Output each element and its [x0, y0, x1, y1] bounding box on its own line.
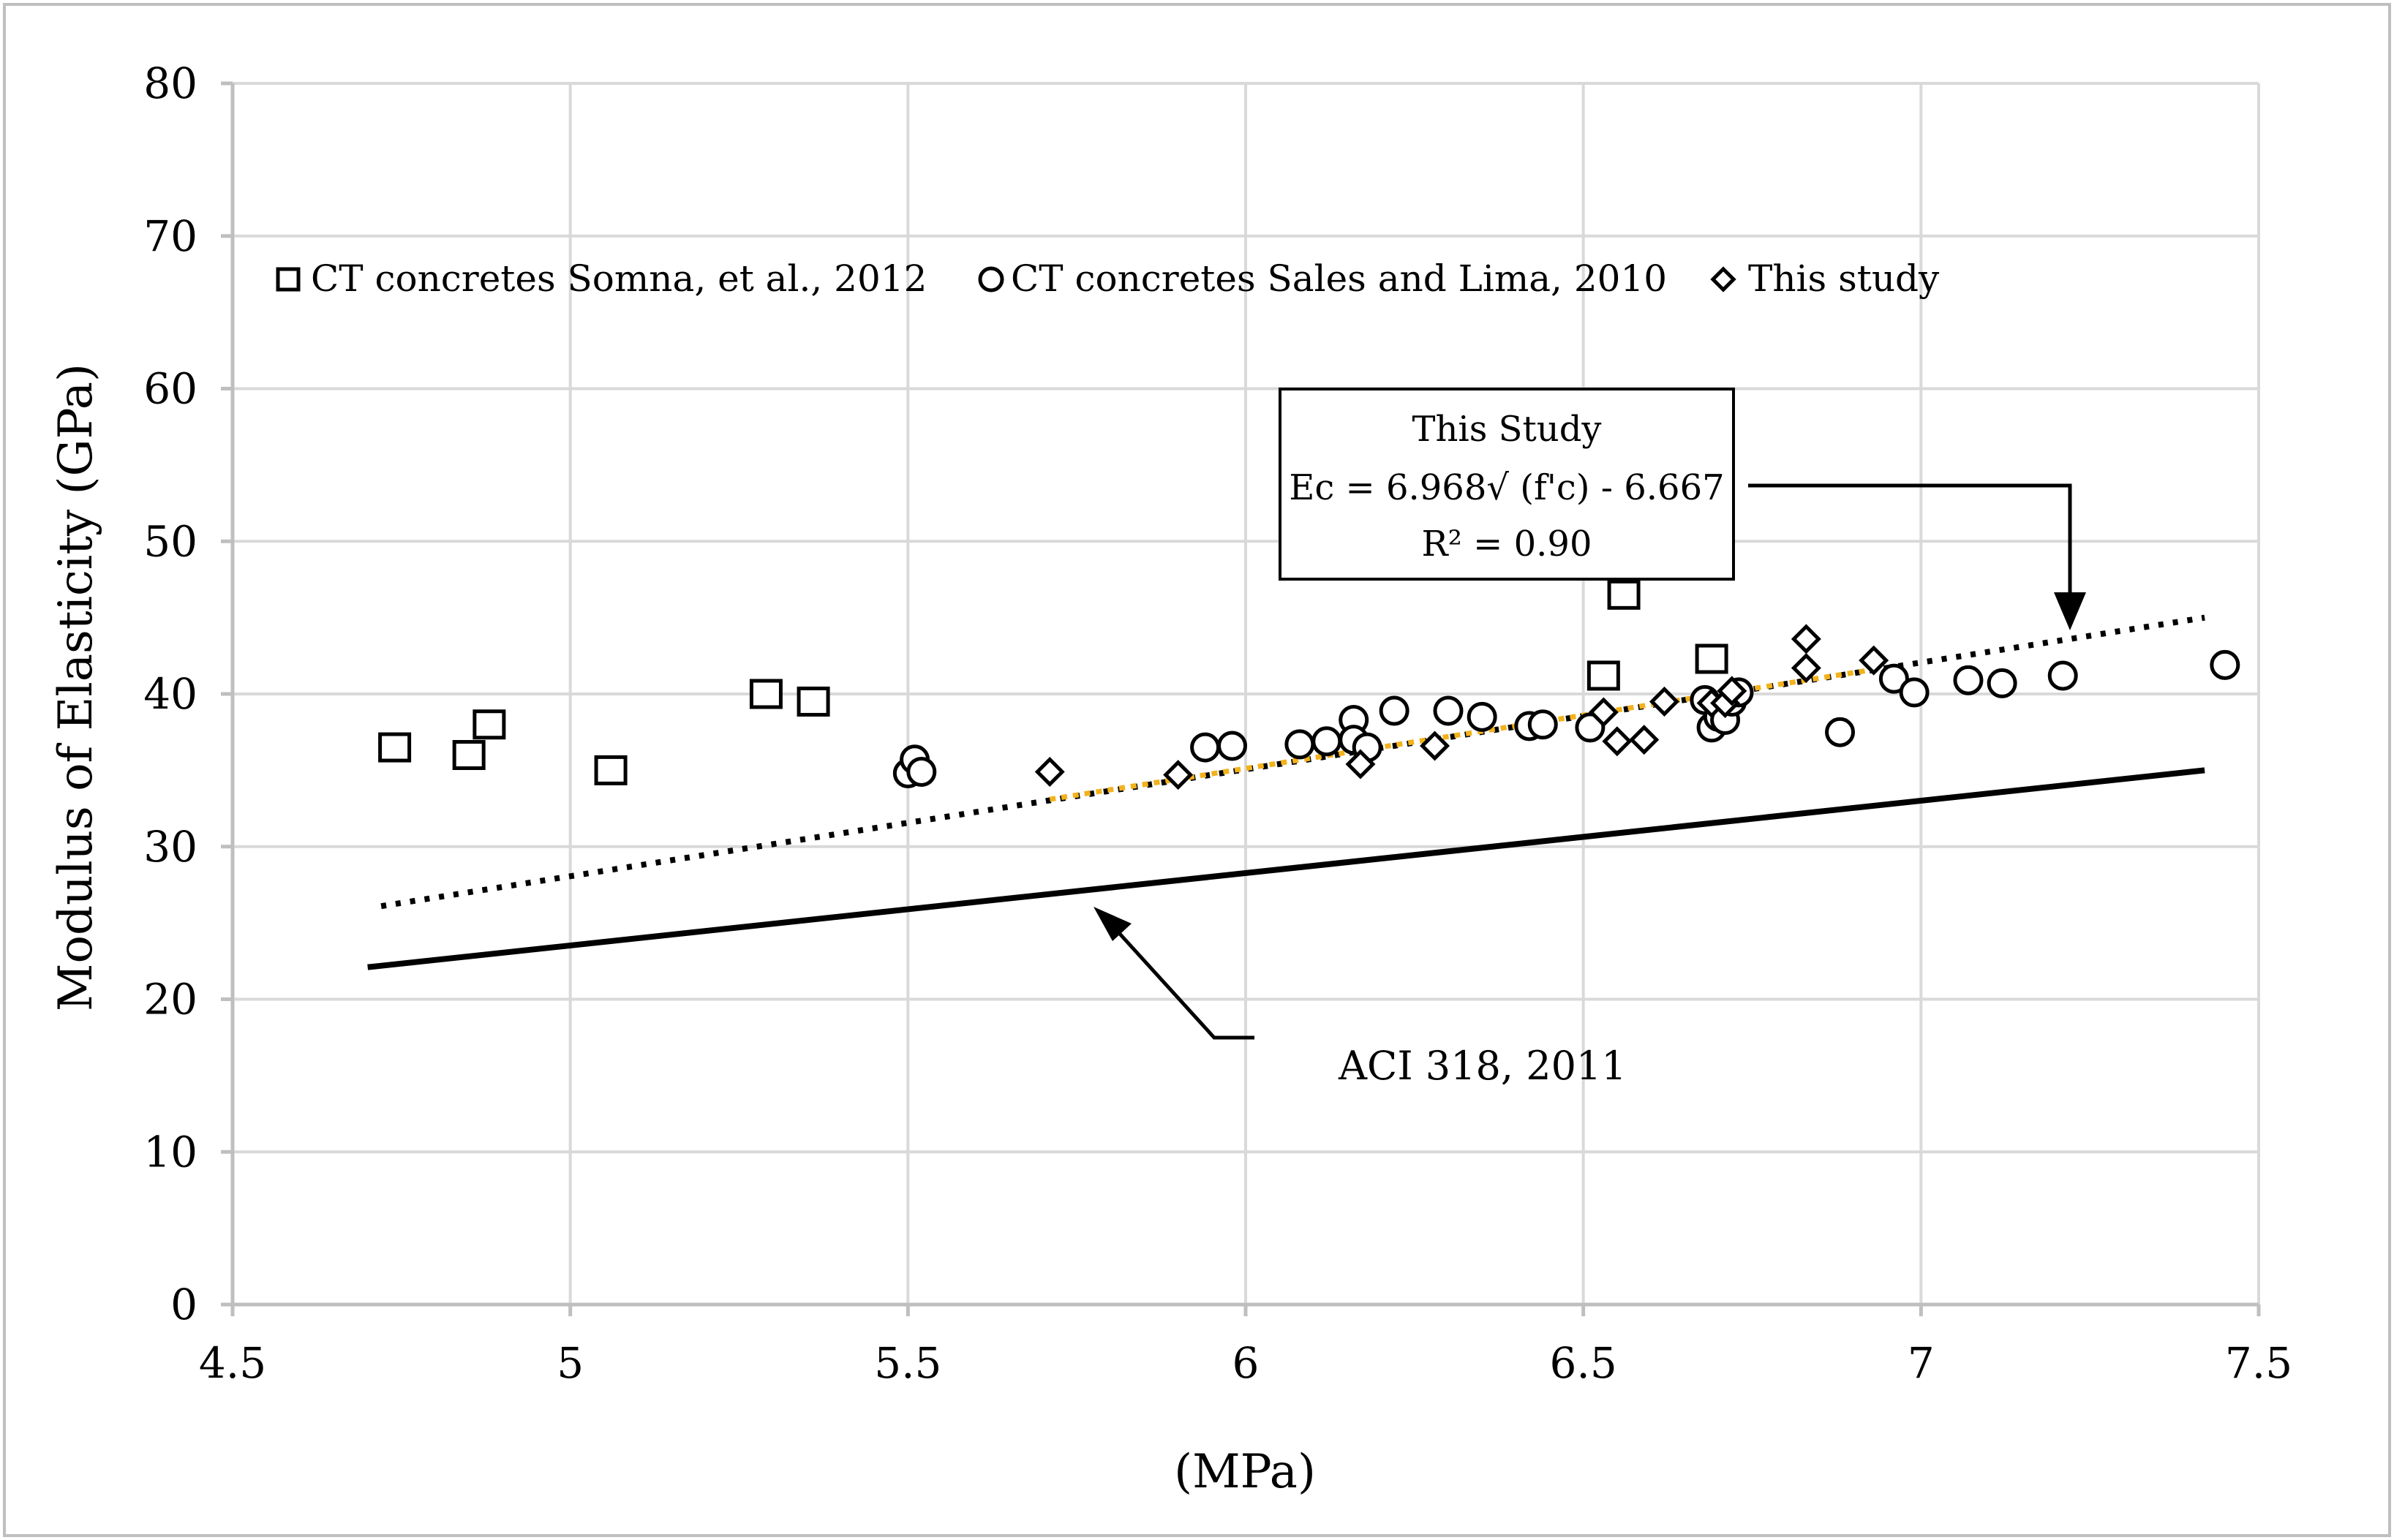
y-tick-label: 40 [143, 669, 197, 719]
point-diamond [1629, 725, 1660, 755]
x-tick-label: 7.5 [2225, 1338, 2292, 1388]
point-circle [1433, 695, 1464, 726]
point-square [473, 709, 506, 740]
point-circle [2047, 660, 2078, 691]
annotation-arrow-line [1748, 483, 2072, 604]
point-diamond [1791, 653, 1821, 684]
y-tick-label: 50 [143, 516, 197, 566]
point-circle [1527, 709, 1558, 740]
point-square [594, 755, 628, 785]
x-tick-label: 4.5 [199, 1338, 266, 1388]
point-diamond [1034, 756, 1065, 787]
point-circle [1190, 732, 1221, 763]
point-circle [1217, 731, 1248, 761]
tick-labels: 0 10 20 30 40 50 60 70 80 4.5 5 5.5 6 6.5 7 7.5 [143, 58, 2292, 1388]
point-circle [1899, 677, 1930, 708]
annotation-title: This Study [1412, 409, 1601, 450]
aci-label: ACI 318, 2011 [1338, 1043, 1627, 1089]
x-axis-title: (MPa) [1174, 1445, 1316, 1499]
point-square [452, 740, 486, 770]
aci-arrowhead [1094, 907, 1132, 941]
aci-arrow-line [1118, 932, 1254, 1040]
point-square [1695, 643, 1728, 674]
aci-annotation: ACI 318, 2011 [1094, 907, 1627, 1089]
y-tick-label: 0 [170, 1280, 197, 1329]
point-circle [1284, 729, 1315, 760]
x-tick-label: 7 [1908, 1338, 1935, 1388]
annotation-equation: Ec = 6.968√ (f'c) - 6.667 [1289, 467, 1724, 508]
legend-marker-square [276, 267, 301, 292]
data-points [378, 579, 2240, 790]
point-circle [1953, 665, 1984, 695]
annotation-r-squared: R² = 0.90 [1422, 524, 1592, 565]
point-diamond [1588, 697, 1619, 728]
point-diamond [1859, 645, 1889, 676]
legend-marker-diamond [1710, 266, 1736, 292]
y-tick-label: 30 [143, 822, 197, 872]
point-diamond [1717, 676, 1747, 706]
y-tick-label: 60 [143, 364, 197, 414]
x-tick-label: 6.5 [1550, 1338, 1617, 1388]
x-tick-label: 5 [557, 1338, 584, 1388]
point-square [749, 679, 783, 709]
point-circle [2210, 649, 2240, 680]
axes [221, 81, 2261, 1316]
y-tick-label: 20 [143, 975, 197, 1024]
point-circle [1575, 712, 1606, 743]
legend: CT concretes Somna, et al., 2012 CT conc… [276, 257, 1940, 300]
point-circle [1825, 717, 1856, 747]
point-circle [1311, 726, 1342, 757]
point-square [1607, 579, 1641, 610]
point-square [797, 686, 830, 717]
x-tick-label: 5.5 [874, 1338, 941, 1388]
point-diamond [1420, 731, 1450, 761]
y-tick-label: 10 [143, 1127, 197, 1177]
point-circle [1987, 668, 2017, 698]
y-axis-title: Modulus of Elasticity (GPa) [49, 363, 103, 1011]
point-circle [1878, 663, 1909, 694]
y-tick-label: 70 [143, 211, 197, 261]
point-diamond [1163, 760, 1194, 790]
outer-frame [3, 3, 2391, 1537]
point-circle [1467, 701, 1497, 732]
x-tick-label: 6 [1232, 1338, 1260, 1388]
point-diamond [1602, 726, 1633, 757]
y-tick-label: 80 [143, 58, 197, 108]
aci-318-line [367, 767, 2205, 970]
point-square [1586, 660, 1620, 691]
point-circle [906, 756, 937, 787]
point-square [378, 732, 412, 763]
legend-label-this-study: This study [1748, 257, 1940, 300]
legend-label-somna: CT concretes Somna, et al., 2012 [311, 257, 927, 300]
point-diamond [1345, 749, 1376, 780]
annotation-arrowhead [2054, 592, 2086, 630]
this-study-annotation: This Study Ec = 6.968√ (f'c) - 6.667 R² … [1279, 388, 2086, 630]
point-diamond [1791, 624, 1821, 654]
point-circle [1379, 695, 1409, 726]
legend-marker-circle [978, 266, 1004, 292]
annotation-box [1279, 388, 1735, 581]
grid-lines [233, 82, 2260, 1305]
legend-label-sales-lima: CT concretes Sales and Lima, 2010 [1011, 257, 1667, 300]
point-diamond [1649, 686, 1679, 717]
